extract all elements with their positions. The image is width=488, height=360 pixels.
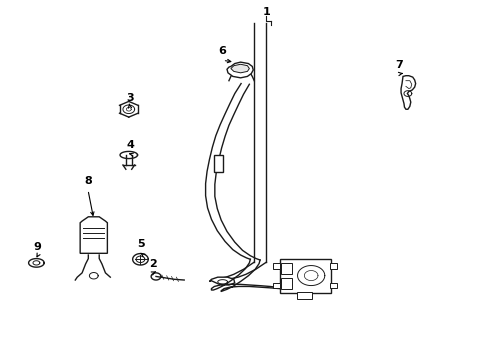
Text: 6: 6 [218,46,226,57]
Text: 1: 1 [262,7,270,17]
FancyBboxPatch shape [329,283,337,288]
Text: 9: 9 [33,242,41,252]
Polygon shape [80,217,107,253]
Polygon shape [400,76,415,109]
FancyBboxPatch shape [272,283,280,288]
Text: 8: 8 [84,176,92,186]
FancyBboxPatch shape [272,263,280,269]
Polygon shape [214,156,223,172]
FancyBboxPatch shape [329,263,337,269]
Polygon shape [209,277,234,285]
Text: 2: 2 [149,259,157,269]
Text: 5: 5 [137,239,144,249]
Text: 4: 4 [126,140,134,150]
FancyBboxPatch shape [281,278,291,289]
FancyBboxPatch shape [281,262,291,274]
FancyBboxPatch shape [279,258,330,293]
Text: 3: 3 [126,93,133,103]
Polygon shape [230,64,249,73]
Polygon shape [226,62,253,78]
Text: 7: 7 [394,60,402,70]
FancyBboxPatch shape [297,292,311,299]
